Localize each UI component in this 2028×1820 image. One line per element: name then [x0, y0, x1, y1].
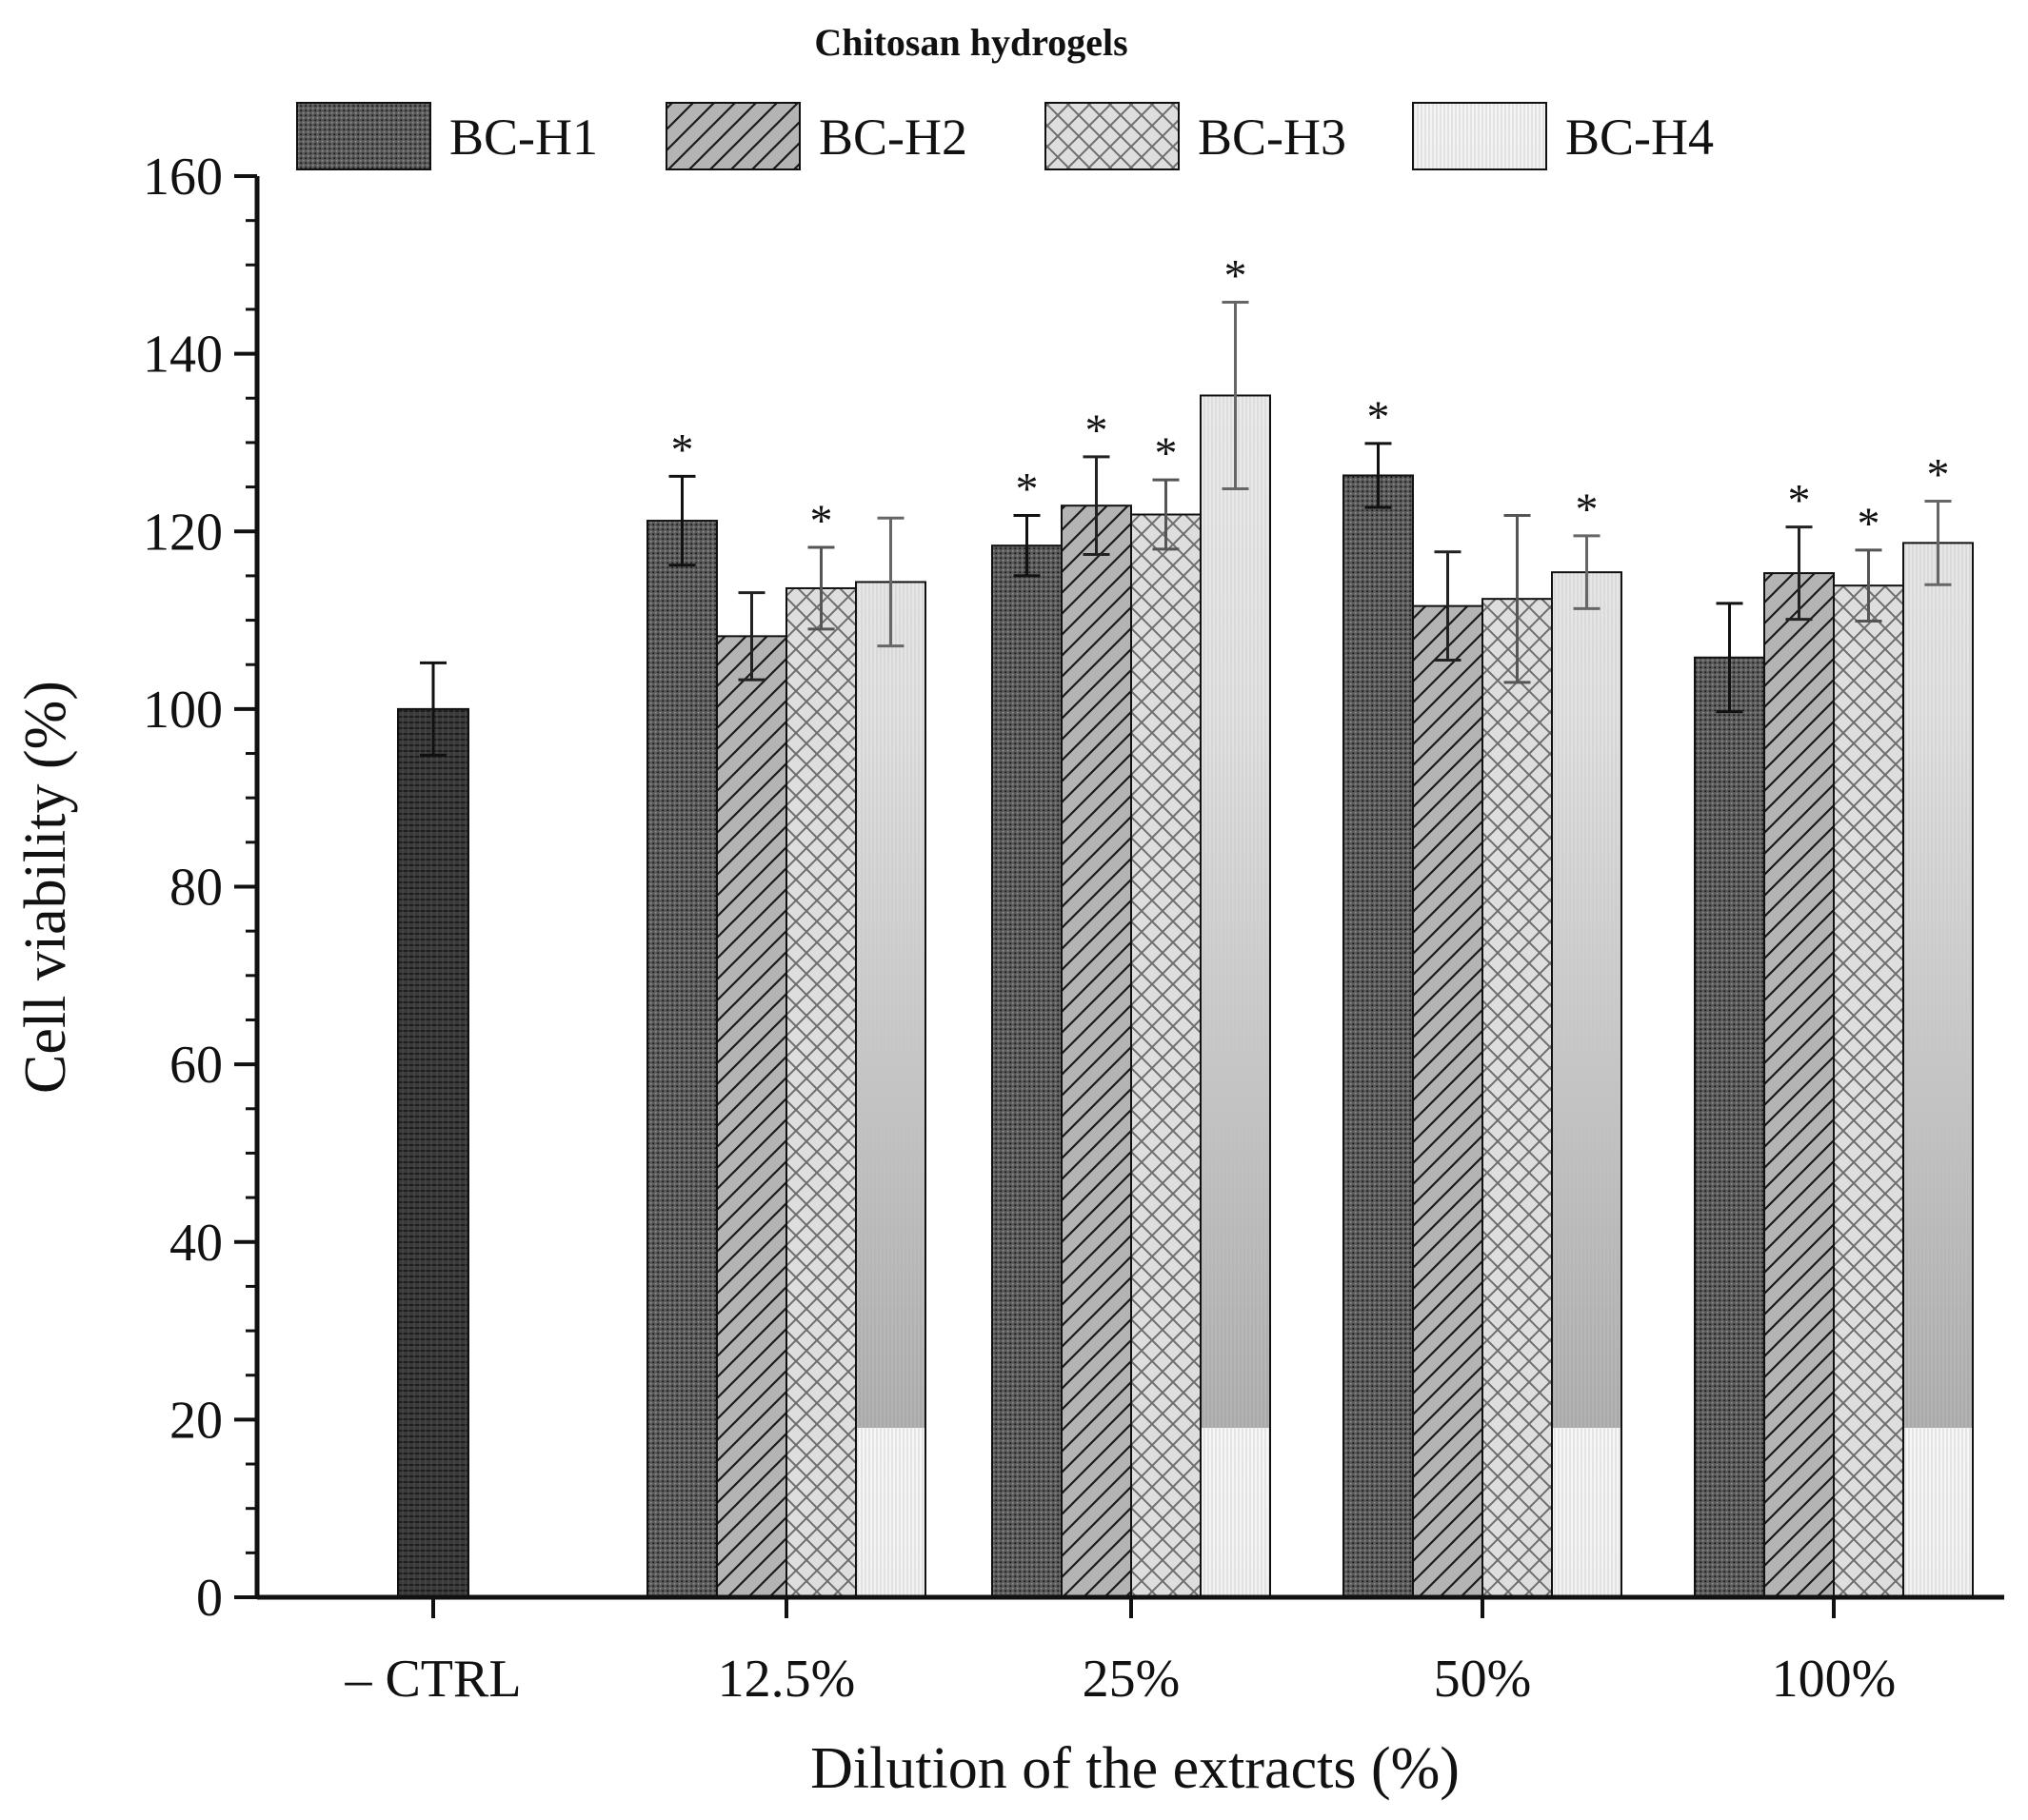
bar-bc-h3-3 — [1481, 598, 1553, 1598]
bar-control — [397, 707, 469, 1598]
x-tick-label: 100% — [1772, 1650, 1897, 1709]
legend-item-bc-h1: BC-H1 — [296, 102, 598, 170]
error-bar-bc-h4-4 — [1924, 500, 1952, 586]
significance-marker: * — [1576, 485, 1599, 535]
bar-bc-h3-4 — [1833, 584, 1904, 1598]
error-bar-bc-h2-3 — [1434, 550, 1461, 663]
legend-label: BC-H1 — [449, 109, 598, 166]
bar-bc-h4-1 — [855, 581, 926, 1598]
x-tick-label: – CTRL — [344, 1650, 521, 1709]
error-bar-bc-h4-3 — [1573, 534, 1601, 610]
significance-marker: * — [1788, 476, 1811, 526]
bar-bc-h3-2 — [1130, 513, 1202, 1598]
significance-marker: * — [1367, 392, 1390, 443]
y-tick-label: 20 — [169, 1391, 223, 1450]
y-tick-label: 140 — [143, 326, 223, 385]
y-tick-label: 80 — [169, 859, 223, 918]
error-bar-bc-h4-2 — [1222, 301, 1249, 490]
error-bar-bc-h2-1 — [738, 591, 765, 682]
bar-bc-h2-3 — [1412, 604, 1483, 1599]
error-bar-control — [420, 661, 447, 757]
legend-label: BC-H3 — [1198, 109, 1346, 166]
significance-marker: * — [1224, 251, 1247, 302]
axes: 0 20 40 60 80 100 120 140 160 – CTRL 12.5% 25% 50% 10… — [143, 148, 2004, 1709]
bar-bc-h2-2 — [1061, 504, 1132, 1599]
error-bar-bc-h3-3 — [1503, 513, 1531, 684]
legend-item-bc-h3: BC-H3 — [1044, 102, 1346, 170]
x-tick-label: 12.5% — [718, 1650, 856, 1709]
bar-bc-h4-2 — [1200, 394, 1271, 1598]
bar-bc-h1-4 — [1694, 656, 1765, 1598]
significance-marker: * — [810, 496, 833, 546]
error-bar-bc-h3-1 — [807, 545, 835, 631]
error-bar-bc-h3-4 — [1855, 548, 1882, 623]
y-tick-label: 100 — [143, 681, 223, 740]
error-bar-bc-h1-4 — [1716, 602, 1743, 714]
significance-marker: * — [1016, 464, 1039, 514]
x-tick-label: 25% — [1083, 1650, 1181, 1709]
bar-bc-h4-3 — [1551, 571, 1622, 1599]
legend: BC-H1 BC-H2 BC-H3 BC-H4 — [296, 102, 1714, 170]
y-tick-label: 120 — [143, 503, 223, 562]
y-tick-label: 60 — [169, 1036, 223, 1095]
error-bar-bc-h3-2 — [1152, 478, 1180, 551]
y-tick-label: 0 — [196, 1569, 223, 1628]
significance-marker: * — [671, 425, 694, 475]
legend-swatch — [1044, 102, 1180, 170]
error-bar-bc-h2-2 — [1083, 455, 1110, 557]
error-bar-bc-h2-4 — [1785, 525, 1813, 622]
error-bar-bc-h1-3 — [1364, 442, 1392, 509]
error-bar-bc-h1-2 — [1013, 513, 1041, 578]
significance-marker: * — [1155, 428, 1178, 479]
significance-marker: * — [1858, 499, 1880, 549]
x-tick-label: 50% — [1434, 1650, 1532, 1709]
bar-bc-h4-4 — [1902, 542, 1974, 1598]
legend-swatch — [666, 102, 801, 170]
bar-bc-h1-2 — [991, 544, 1063, 1598]
legend-swatch — [296, 102, 431, 170]
error-bar-bc-h4-1 — [877, 516, 905, 648]
bar-bc-h1-3 — [1342, 474, 1414, 1598]
legend-swatch — [1412, 102, 1547, 170]
legend-item-bc-h4: BC-H4 — [1412, 102, 1714, 170]
x-axis-label: Dilution of the extracts (%) — [810, 1736, 1460, 1801]
error-bar-bc-h1-1 — [668, 474, 696, 567]
legend-title: Chitosan hydrogels — [814, 21, 1127, 64]
bar-bc-h3-1 — [785, 586, 857, 1598]
significance-marker: * — [1085, 406, 1108, 456]
legend-item-bc-h2: BC-H2 — [666, 102, 967, 170]
legend-label: BC-H4 — [1565, 109, 1714, 166]
bar-bc-h2-4 — [1763, 572, 1835, 1598]
y-tick-label: 40 — [169, 1214, 223, 1273]
y-tick-label: 160 — [143, 148, 223, 207]
bar-bc-h1-1 — [646, 520, 718, 1598]
y-axis-label: Cell viability (%) — [13, 681, 78, 1094]
bar-bc-h2-1 — [716, 635, 787, 1598]
legend-label: BC-H2 — [819, 109, 967, 166]
plot-area: * * * * * * * * * * * — [397, 251, 1974, 1599]
significance-marker: * — [1927, 450, 1950, 501]
